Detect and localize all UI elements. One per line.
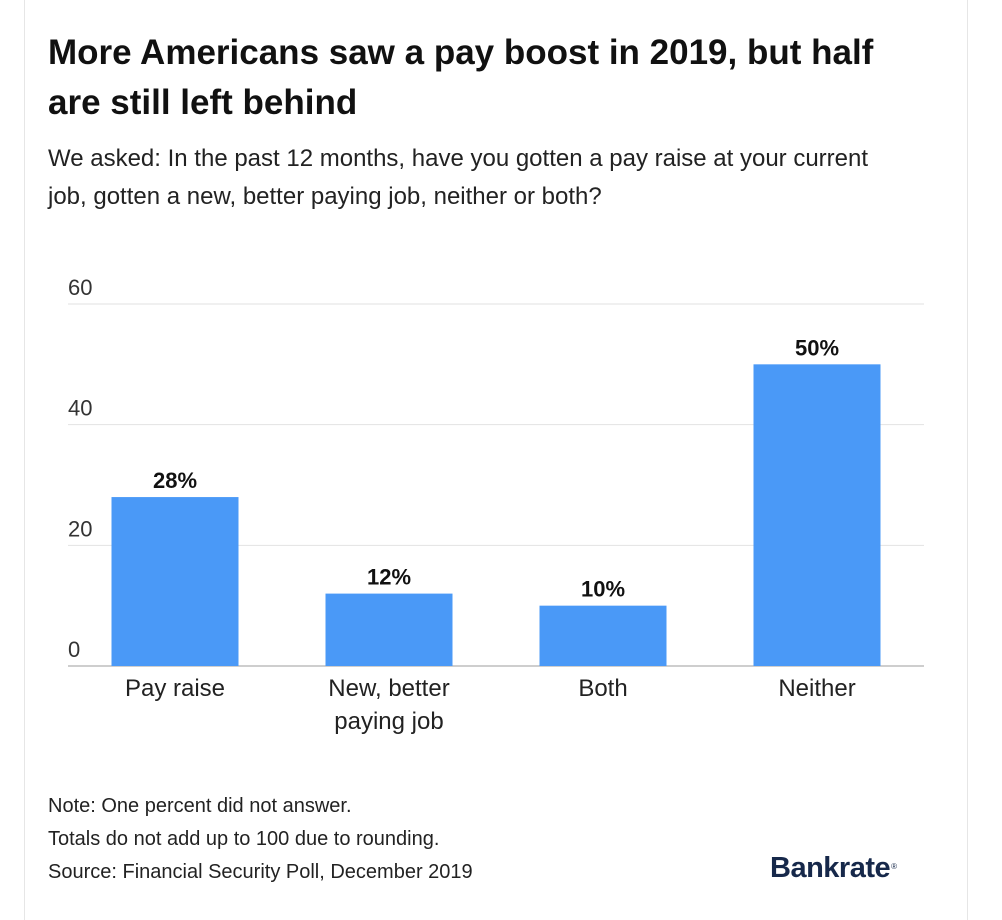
bar <box>539 605 667 666</box>
chart-notes: Note: One percent did not answer. Totals… <box>48 790 648 889</box>
source-line: Source: Financial Security Poll, Decembe… <box>48 861 473 883</box>
y-tick-label: 40 <box>68 396 92 421</box>
chart-subtitle: We asked: In the past 12 months, have yo… <box>48 145 869 210</box>
data-label: 28% <box>153 468 197 493</box>
note-line: Totals do not add up to 100 due to round… <box>48 828 440 850</box>
data-label: 50% <box>795 335 839 360</box>
brand-name: Bankrate <box>770 852 891 884</box>
bar <box>325 593 453 666</box>
note-line: Note: One percent did not answer. <box>48 795 352 817</box>
y-tick-label: 20 <box>68 516 92 541</box>
x-tick-label: Both <box>578 675 627 702</box>
brand-mark: ® <box>891 862 897 871</box>
chart-title: More Americans saw a pay boost in 2019, … <box>48 33 874 122</box>
x-tick-label: Neither <box>778 675 855 702</box>
bar <box>111 497 239 666</box>
x-tick-label: paying job <box>334 708 443 735</box>
data-label: 12% <box>367 565 411 590</box>
data-label: 10% <box>581 577 625 602</box>
bar <box>753 364 881 666</box>
x-tick-label: New, better <box>328 675 449 702</box>
bankrate-logo: Bankrate® <box>770 852 897 885</box>
y-tick-label: 0 <box>68 637 80 662</box>
x-tick-label: Pay raise <box>125 675 225 702</box>
y-tick-label: 60 <box>68 275 92 300</box>
